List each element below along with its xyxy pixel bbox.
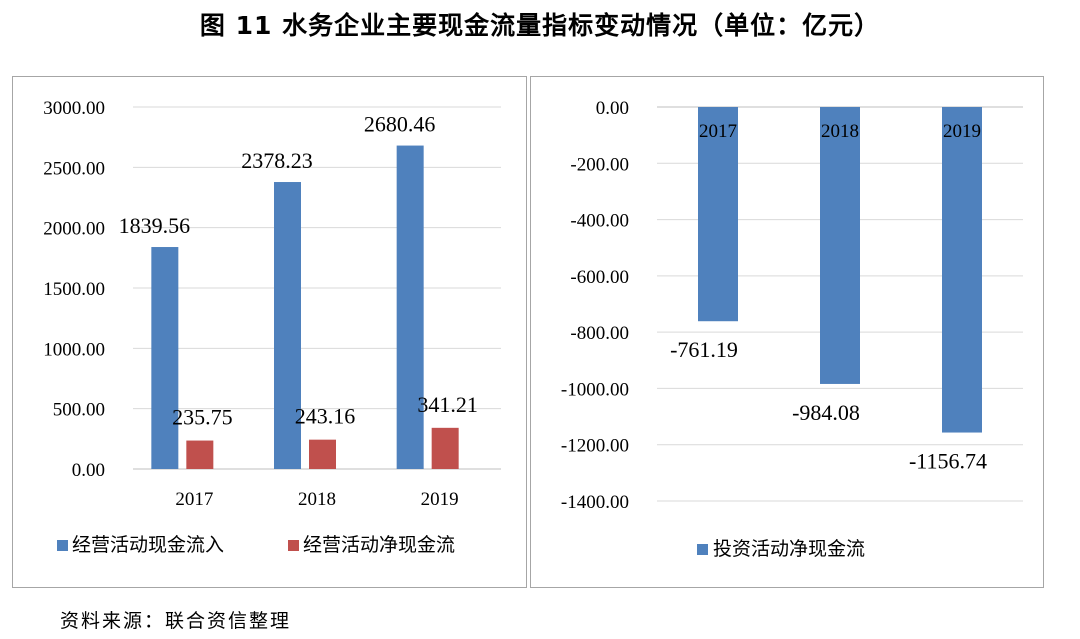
data-label: -984.08 <box>792 400 860 425</box>
bar <box>274 182 301 469</box>
data-label: 2680.46 <box>364 112 436 137</box>
y-tick-label: 2500.00 <box>43 158 105 179</box>
y-tick-label: 1500.00 <box>43 279 105 300</box>
legend-label: 投资活动净现金流 <box>713 538 865 560</box>
chart-investment-netflow: 0.00 -200.00 -400.00 -600.00 -800.00 -1000.00… <box>561 98 1023 560</box>
legend-swatch <box>697 544 708 555</box>
data-label: 1839.56 <box>119 213 191 238</box>
y-tick-label: 2000.00 <box>43 219 105 240</box>
y-tick-label: -1400.00 <box>561 492 629 513</box>
y-tick-label: -1200.00 <box>561 436 629 457</box>
chart-panel-investment: 0.00 -200.00 -400.00 -600.00 -800.00 -1000.00… <box>530 76 1044 588</box>
x-tick-label: 2019 <box>421 489 459 510</box>
y-tick-label: 500.00 <box>53 400 105 421</box>
data-label: 341.21 <box>417 392 478 417</box>
data-label: -761.19 <box>670 337 738 362</box>
y-tick-label: -1000.00 <box>561 379 629 400</box>
y-tick-label: 0.00 <box>596 98 629 119</box>
bar <box>431 427 459 469</box>
y-tick-label: -200.00 <box>570 154 629 175</box>
y-tick-label: 0.00 <box>72 460 105 481</box>
x-tick-label: 2017 <box>699 121 737 142</box>
bar <box>309 439 336 469</box>
y-tick-label: 1000.00 <box>43 339 105 360</box>
legend-swatch <box>288 540 299 551</box>
bar <box>820 107 860 384</box>
legend-swatch <box>57 540 68 551</box>
y-tick-label: -800.00 <box>570 323 629 344</box>
x-tick-label: 2019 <box>943 121 981 142</box>
y-tick-label: -400.00 <box>570 211 629 232</box>
chart-panel-cash-inflow: 0.00 500.00 1000.00 1500.00 2000.00 2500.00 30… <box>12 76 527 588</box>
data-label: -1156.74 <box>909 449 987 474</box>
data-label: 235.75 <box>172 405 233 430</box>
x-tick-label: 2017 <box>175 489 213 510</box>
bar <box>151 247 179 469</box>
bar <box>942 107 982 433</box>
bar <box>186 440 214 469</box>
bar <box>698 107 738 322</box>
y-tick-label: -600.00 <box>570 267 629 288</box>
legend-label: 经营活动现金流入 <box>72 534 224 556</box>
source-note: 资料来源：联合资信整理 <box>60 610 292 632</box>
legend-label: 经营活动净现金流 <box>303 534 455 556</box>
chart-cash-inflow: 0.00 500.00 1000.00 1500.00 2000.00 2500.00 30… <box>43 98 501 556</box>
data-label: 243.16 <box>295 404 356 429</box>
bar <box>396 145 424 469</box>
y-tick-label: 3000.00 <box>43 98 105 119</box>
x-tick-label: 2018 <box>821 121 859 142</box>
figure-title: 图 11 水务企业主要现金流量指标变动情况（单位：亿元） <box>199 11 881 40</box>
data-label: 2378.23 <box>241 148 313 173</box>
x-tick-label: 2018 <box>298 489 336 510</box>
